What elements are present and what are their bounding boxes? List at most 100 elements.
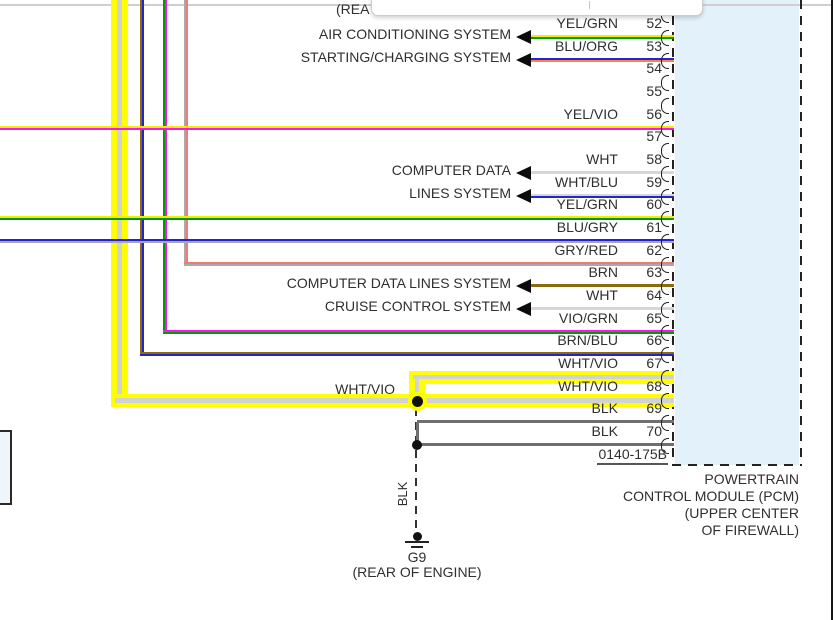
wire-color-label: YEL/GRN: [556, 15, 618, 31]
system-destination-label: COMPUTER DATA LINES SYSTEM: [286, 275, 511, 291]
pin-number: 63: [646, 264, 662, 280]
wht-vio-inline-label: WHT/VIO: [335, 381, 395, 397]
wire-vio-grn-vertical: [163, 0, 167, 334]
wire-color-label: BRN: [588, 264, 618, 280]
pin-number: 55: [646, 83, 662, 99]
ground-location-label: (REAR OF ENGINE): [352, 564, 482, 580]
wire-brn-blu: [140, 352, 674, 356]
connector-pin-arc: [660, 166, 669, 182]
connector-pin-arc: [660, 98, 669, 114]
connector-pin-arc: [660, 211, 669, 227]
wire-color-label: VIO/GRN: [558, 310, 618, 326]
connector-pin-arc: [660, 279, 669, 295]
wire-color-label: WHT/VIO: [558, 378, 618, 394]
wire-color-label: WHT: [586, 287, 618, 303]
pcm-dashed-border-bottom: [672, 464, 802, 467]
wire-color-label: YEL/GRN: [556, 196, 618, 212]
pin-number: 68: [646, 378, 662, 394]
wht-vio-wire-corner: [415, 375, 419, 399]
ground-symbol-bar-long: [405, 541, 429, 544]
system-destination-label: AIR CONDITIONING SYSTEM: [318, 26, 511, 42]
wire-blu-org: [530, 58, 674, 62]
pin-number: 59: [646, 174, 662, 190]
pcm-dashed-border-left: [672, 0, 675, 466]
pin-number: 60: [646, 196, 662, 212]
wire-color-label: BLU/ORG: [554, 38, 618, 54]
wire-color-label: GRY/RED: [554, 242, 618, 258]
wire-color-label: BRN/BLU: [557, 332, 618, 348]
wire-brn-blu-vertical: [140, 0, 144, 356]
connector-pin-arc: [660, 189, 669, 205]
wht-vio-wire-pin68: [115, 398, 674, 403]
direction-arrow-icon: [516, 52, 531, 67]
blk-ground-wire-dashed: [415, 408, 418, 532]
system-destination-label: CRUISE CONTROL SYSTEM: [324, 298, 511, 314]
wire-junction-dot-upper: [412, 396, 423, 407]
wire-color-label: BLU/GRY: [556, 219, 618, 235]
pcm-module-caption: POWERTRAIN CONTROL MODULE (PCM) (UPPER C…: [560, 471, 799, 539]
connector-pin-arc: [660, 302, 669, 318]
wire-blu-gry: [0, 239, 674, 243]
connector-pin-arc: [660, 370, 669, 386]
pin-number: 65: [646, 310, 662, 326]
wire-yel-vio: [0, 126, 674, 130]
pin-number: 70: [646, 423, 662, 439]
ground-id-label: G9: [407, 549, 427, 565]
pin-number: 66: [646, 332, 662, 348]
pin-number: 53: [646, 38, 662, 54]
connector-pin-arc: [660, 143, 669, 159]
left-edge-module-box: [0, 430, 12, 505]
direction-arrow-icon: [516, 188, 531, 203]
wire-gry-red: [184, 262, 674, 266]
ground-terminal-dot: [413, 532, 422, 541]
page-right-border: [830, 0, 833, 620]
direction-arrow-icon: [516, 278, 531, 293]
ground-symbol-bar-short: [411, 546, 423, 549]
connector-pin-arc: [660, 121, 669, 137]
system-destination-label: COMPUTER DATA: [391, 162, 511, 178]
wire-wht-blu: [530, 194, 674, 198]
system-destination-label: LINES SYSTEM: [409, 185, 511, 201]
pin-number: 62: [646, 242, 662, 258]
wire-wht: [530, 171, 674, 174]
pin-number: 67: [646, 355, 662, 371]
pin-number: 56: [646, 106, 662, 122]
partial-top-label: (REA: [336, 1, 370, 17]
connector-pin-arc: [660, 415, 669, 431]
direction-arrow-icon: [516, 29, 531, 44]
wire-wht: [530, 307, 674, 310]
pin-number: 61: [646, 219, 662, 235]
wire-yel-grn: [530, 35, 674, 39]
wire-brn: [530, 284, 674, 287]
connector-pin-arc: [660, 347, 669, 363]
blk-wire-label: BLK: [395, 481, 410, 507]
wire-yel-grn: [0, 216, 674, 220]
direction-arrow-icon: [516, 301, 531, 316]
pin-number: 52: [646, 15, 662, 31]
wire-gry-red-vertical: [184, 0, 188, 266]
wire-color-label: WHT: [586, 151, 618, 167]
pin-number: 58: [646, 151, 662, 167]
pcm-caption-line1: POWERTRAIN: [704, 471, 799, 487]
pcm-module-box: [675, 0, 799, 465]
connector-pin-arc: [660, 257, 669, 273]
wire-blk-vertical: [416, 422, 419, 445]
direction-arrow-icon: [516, 165, 531, 180]
wire-vio-grn: [163, 330, 674, 334]
connector-pin-arc: [660, 53, 669, 69]
wire-color-label: WHT/BLU: [555, 174, 618, 190]
pin-number: 69: [646, 400, 662, 416]
pcm-caption-line3: (UPPER CENTER: [684, 505, 799, 521]
wire-color-label: BLK: [591, 423, 618, 439]
tooltip-divider: [589, 1, 590, 9]
wire-blk: [417, 443, 674, 446]
connector-id-label: 0140-175B: [538, 446, 668, 465]
wire-blk: [417, 420, 674, 423]
wht-vio-wire-vertical: [117, 0, 122, 403]
wire-color-label: BLK: [591, 400, 618, 416]
connector-pin-arc: [660, 438, 669, 454]
pcm-dashed-border-right: [799, 0, 802, 466]
connector-id-text: 0140-175B: [597, 446, 668, 465]
connector-pin-arc: [660, 393, 669, 409]
